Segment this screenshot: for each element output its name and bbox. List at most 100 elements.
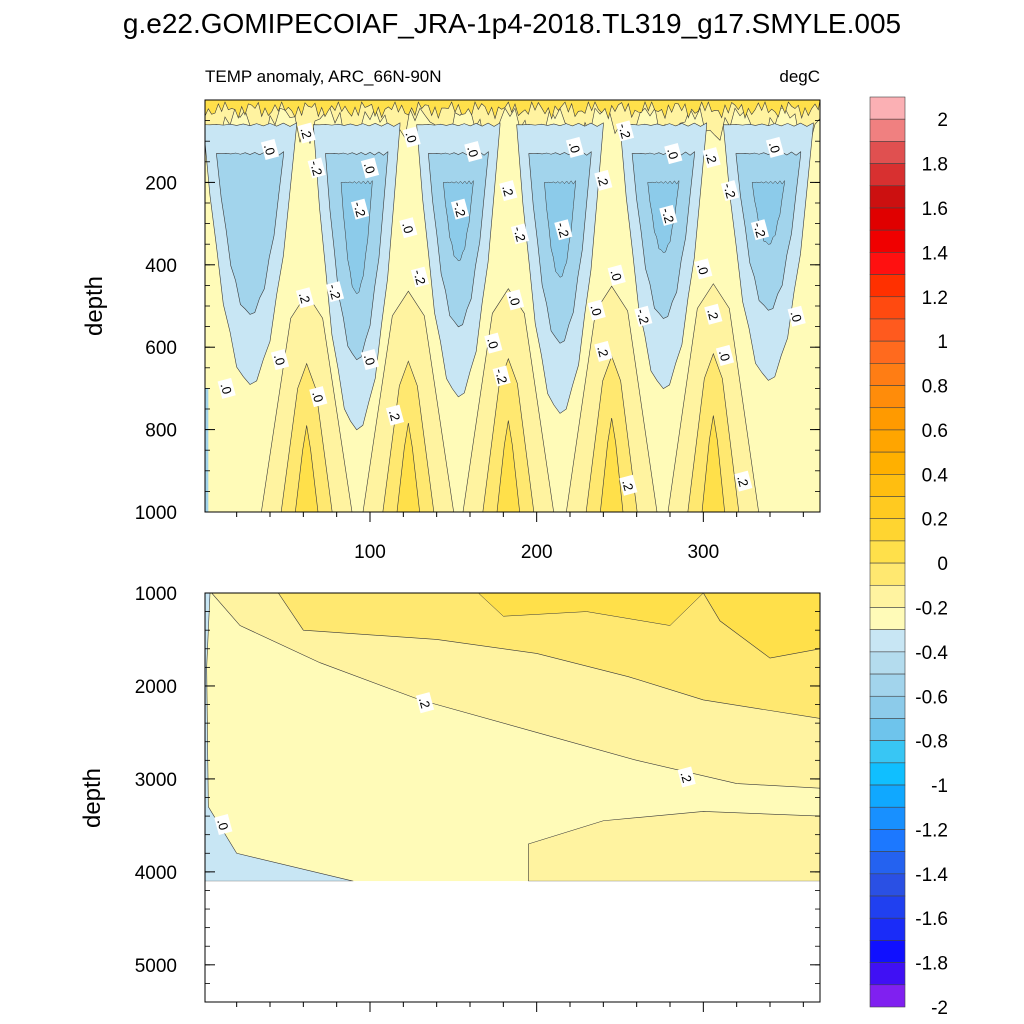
colorbar-label: -1.8 bbox=[915, 954, 948, 975]
upper-contour-label-bg bbox=[325, 281, 345, 303]
upper-contour-label-29: .2 bbox=[704, 303, 723, 325]
upper-contour-label-12: -.2 bbox=[350, 198, 370, 220]
colorbar-swatch bbox=[869, 940, 906, 963]
upper-x-tick-label: 200 bbox=[521, 542, 553, 563]
colorbar-label: 1.2 bbox=[922, 288, 948, 309]
upper-contour-label-text: .0 bbox=[608, 268, 625, 282]
upper-contour-label-text: .0 bbox=[218, 381, 235, 395]
upper-contour-label-text: .2 bbox=[499, 184, 516, 198]
upper-warm-stripe-band-3-5 bbox=[701, 415, 725, 512]
lower-x-axis bbox=[236, 1002, 804, 1012]
lower-contour-label-bg bbox=[415, 692, 435, 714]
colorbar-label: 0.6 bbox=[922, 421, 948, 442]
upper-contour-label-bg bbox=[499, 180, 518, 202]
lower-contour-label-bg bbox=[214, 813, 233, 835]
colorbar-label: 0.2 bbox=[922, 510, 948, 531]
upper-contour-label-text: .0 bbox=[716, 348, 733, 362]
upper-contour-label-text: .0 bbox=[361, 353, 378, 367]
colorbar-swatch bbox=[869, 474, 906, 497]
upper-contour-label-bg bbox=[765, 136, 785, 158]
upper-contour-label-35: .2 bbox=[594, 340, 613, 362]
upper-contour-label-text: .2 bbox=[734, 474, 751, 488]
lower-contour-label-1: .2 bbox=[415, 692, 435, 714]
upper-contour-label-text: .0 bbox=[361, 161, 378, 175]
upper-contour-label-bg bbox=[385, 404, 405, 426]
upper-panel: .2 .0 -.2 .0 .0 .0 -.2 .0 .2 .0 .0 -.2 .0 -.2 .2 -.2 -.2… bbox=[81, 99, 821, 563]
upper-contour-label-text: .0 bbox=[309, 390, 326, 404]
upper-contour-label-text: .0 bbox=[506, 293, 523, 307]
upper-y-tick-label: 1000 bbox=[135, 503, 177, 524]
upper-contour-label-bg bbox=[297, 122, 316, 144]
colorbar-label: -0.4 bbox=[915, 643, 948, 664]
upper-contour-label-38: -.2 bbox=[492, 365, 511, 387]
upper-contour-label-text: -.2 bbox=[492, 367, 510, 386]
colorbar-swatch bbox=[869, 296, 906, 320]
upper-contour-label-text: .2 bbox=[619, 478, 636, 492]
upper-contour-label-text: .0 bbox=[566, 140, 583, 154]
colorbar-swatch bbox=[869, 96, 906, 120]
upper-contour-label-bg bbox=[270, 349, 290, 371]
upper-contour-label-34: .0 bbox=[361, 349, 380, 371]
colorbar-swatch bbox=[869, 540, 906, 564]
upper-contour-label-10: .0 bbox=[765, 136, 785, 158]
colorbar-swatch bbox=[869, 695, 906, 719]
lower-contour-label-text: .2 bbox=[678, 770, 695, 784]
upper-contour-label-text: .0 bbox=[399, 221, 416, 235]
upper-contour-label-26: .0 bbox=[608, 264, 626, 286]
colorbar-swatch bbox=[869, 762, 906, 786]
upper-contour-label-bg bbox=[295, 287, 315, 309]
upper-cold-lobe-1-inner bbox=[216, 151, 284, 315]
upper-contour-label-19: -.2 bbox=[659, 204, 678, 226]
colorbar-swatch bbox=[869, 407, 906, 431]
upper-contour-label-8: .0 bbox=[664, 143, 683, 165]
colorbar-label: -1.2 bbox=[915, 820, 948, 841]
lower-band-0.4-0.6 bbox=[277, 593, 820, 719]
colorbar-swatch bbox=[869, 207, 906, 231]
upper-contour-label-bg bbox=[704, 303, 723, 325]
upper-contour-label-bg bbox=[594, 169, 613, 191]
colorbar-label: -1 bbox=[931, 776, 948, 797]
upper-contour-label-18: .2 bbox=[594, 169, 613, 191]
upper-contour-label-text: -.2 bbox=[350, 200, 368, 219]
upper-contour-label-bg bbox=[664, 143, 683, 165]
upper-contour-label-text: -.2 bbox=[325, 282, 343, 301]
upper-contour-label-text: .0 bbox=[403, 130, 420, 144]
colorbar-swatch bbox=[869, 584, 906, 608]
upper-contour-label-40: .2 bbox=[385, 404, 405, 426]
upper-contour-label-text: -.2 bbox=[615, 122, 633, 141]
colorbar: 2 1.8 1.6 1.4 1.2 1 0.8 0.6 0.4 0.2 0 -0.2 -0.4 -0.6 -… bbox=[869, 96, 948, 1019]
upper-y-tick-label: 800 bbox=[145, 421, 177, 442]
upper-contour-label-bg bbox=[309, 386, 328, 408]
upper-contour-label-bg bbox=[307, 157, 326, 179]
upper-contour-label-text: -.2 bbox=[410, 268, 428, 287]
upper-contour-label-bg bbox=[510, 223, 530, 245]
lower-contour-label-text: .2 bbox=[416, 696, 433, 710]
colorbar-label: -0.2 bbox=[915, 598, 948, 619]
upper-contour-label-42: .2 bbox=[734, 470, 753, 492]
upper-contour-label-24: .2 bbox=[295, 287, 315, 309]
upper-contour-label-text: .0 bbox=[261, 142, 278, 156]
lower-contour-label-3: .0 bbox=[214, 813, 233, 835]
colorbar-swatch bbox=[869, 740, 906, 764]
colorbar-swatch bbox=[869, 385, 906, 409]
colorbar-swatch bbox=[869, 829, 906, 852]
upper-contour-label-text: .0 bbox=[766, 140, 783, 154]
upper-contour-label-text: .2 bbox=[296, 291, 313, 305]
chart-subtitle-left: TEMP anomaly, ARC_66N-90N bbox=[205, 67, 442, 86]
lower-y-axis-label: depth bbox=[79, 768, 106, 828]
lower-band-0.6-0.8 bbox=[702, 593, 820, 659]
upper-contour-label-5: .0 bbox=[464, 140, 483, 163]
colorbar-label: 1.6 bbox=[922, 199, 948, 220]
upper-contour-label-27: .0 bbox=[694, 258, 713, 280]
colorbar-label: -2 bbox=[931, 998, 948, 1019]
upper-contour-label-bg bbox=[594, 340, 613, 362]
lower-contour-label-bg bbox=[677, 766, 696, 788]
upper-contour-label-text: .0 bbox=[588, 303, 605, 317]
colorbar-swatch bbox=[869, 984, 906, 1008]
upper-contour-label-31: .0 bbox=[788, 305, 806, 327]
upper-contour-label-text: -.2 bbox=[720, 182, 738, 201]
upper-contour-label-text: .0 bbox=[271, 353, 288, 367]
colorbar-label: -0.8 bbox=[915, 732, 948, 753]
upper-contour-label-text: .2 bbox=[703, 151, 720, 165]
